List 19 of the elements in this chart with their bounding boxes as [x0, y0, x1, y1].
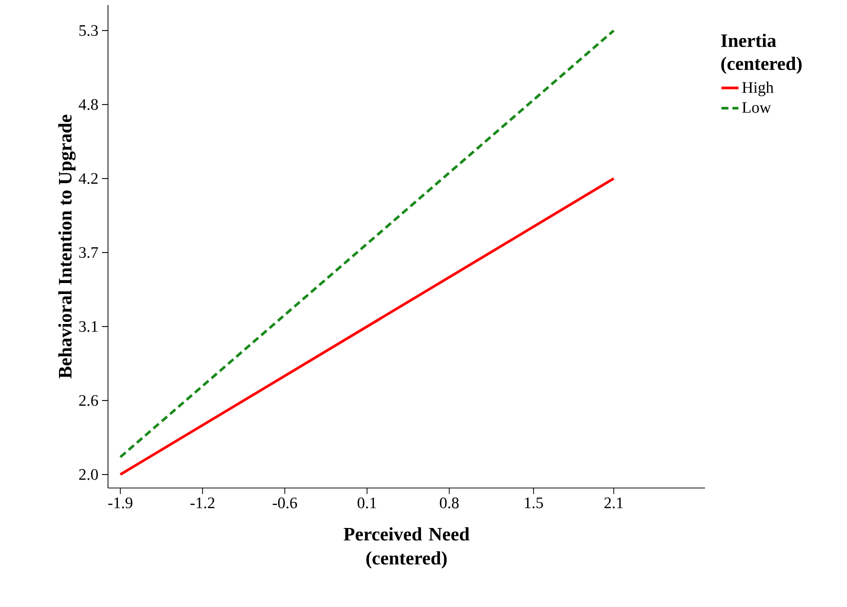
legend-label: Low: [742, 102, 771, 113]
y-tick-label: 3.1: [79, 321, 98, 332]
legend-title: Inertia (centered): [721, 34, 802, 74]
y-tick-label: 4.8: [78, 99, 98, 110]
x-tick-label: 2.1: [604, 498, 623, 508]
y-axis-title: Behavioral Intention to Upgrade: [58, 114, 76, 378]
legend-label: High: [742, 82, 774, 96]
x-tick-label: -1.2: [190, 498, 214, 508]
x-tick-label: 0.8: [440, 498, 459, 508]
y-tick-label: 4.2: [78, 173, 98, 184]
y-tick-label: 2.6: [79, 395, 98, 406]
x-tick-label: -1.9: [108, 498, 132, 508]
y-tick-label: 2.0: [79, 469, 98, 480]
x-tick-label: -0.6: [272, 498, 297, 508]
x-axis-title: Perceived Need (centered): [344, 527, 470, 568]
y-tick-label: 3.7: [79, 247, 98, 258]
y-tick-label: 5.3: [79, 25, 98, 36]
x-tick-label: 0.1: [358, 498, 376, 508]
x-tick-label: 1.5: [524, 498, 543, 508]
